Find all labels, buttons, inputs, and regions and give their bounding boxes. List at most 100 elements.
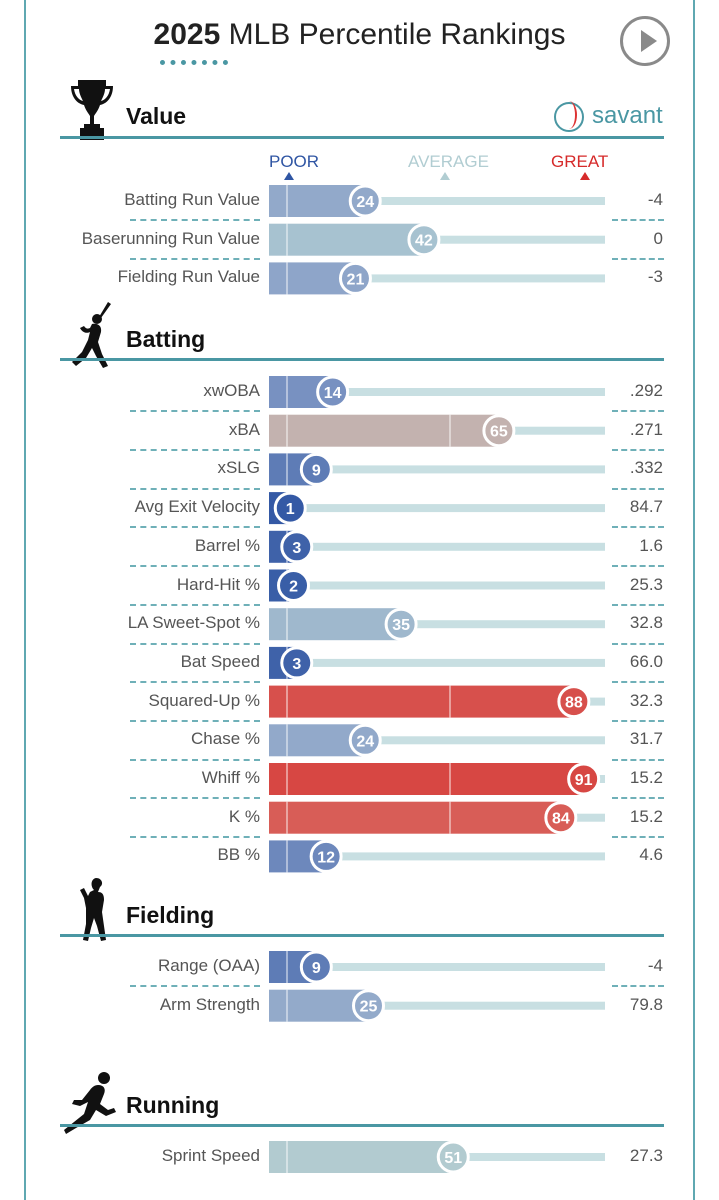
section-title-fielding: Fielding <box>126 902 215 928</box>
metric-label-bb: BB % <box>217 845 260 865</box>
section-divider-value <box>60 136 664 139</box>
bar-baserunning-run-value <box>269 223 424 256</box>
metric-value-la-sweet-spot: 32.8 <box>629 613 663 633</box>
percentile-label-la-sweet-spot: 35 <box>392 617 410 634</box>
metric-label-sprint-speed: Sprint Speed <box>161 1146 260 1165</box>
percentile-marker-barrel <box>280 530 314 564</box>
card-border-right <box>693 0 695 1200</box>
percentile-marker-hard-hit <box>277 569 311 602</box>
row-separator <box>130 985 260 988</box>
bar-whiff <box>269 763 584 795</box>
fielder-icon <box>80 878 106 941</box>
metric-value-baserunning-run-value: 0 <box>653 228 663 248</box>
trophy-icon <box>71 80 113 140</box>
percentile-marker-xslg <box>299 452 333 486</box>
metric-label-fielding-run-value: Fielding Run Value <box>117 267 260 287</box>
track-chase <box>365 736 605 745</box>
percentile-marker-arm-strength <box>352 989 385 1023</box>
track-hard-hit <box>293 581 605 590</box>
track-barrel <box>296 542 605 551</box>
metric-label-chase: Chase % <box>191 729 260 749</box>
row-separator <box>612 487 664 490</box>
row-separator <box>612 836 664 839</box>
row-separator <box>130 565 260 568</box>
bar-sprint-speed <box>269 1141 454 1173</box>
play-button[interactable] <box>620 16 670 66</box>
row-separator <box>612 258 664 261</box>
percentile-label-baserunning-run-value: 42 <box>415 233 433 250</box>
percentile-label-range-oaa: 9 <box>312 960 321 977</box>
row-separator <box>130 526 260 529</box>
section-title-running: Running <box>126 1092 220 1118</box>
batter-icon <box>72 302 111 368</box>
metric-label-xwoba: xwOBA <box>203 381 260 400</box>
track-xba <box>498 426 605 435</box>
row-separator <box>130 449 260 452</box>
metric-label-hard-hit: Hard-Hit % <box>176 574 260 594</box>
percentile-marker-whiff <box>567 762 601 796</box>
metric-value-sprint-speed: 27.3 <box>629 1146 663 1165</box>
row-separator <box>612 985 664 988</box>
percentile-marker-bat-speed <box>280 646 314 680</box>
row-separator <box>130 219 260 222</box>
section-title-value: Value <box>126 103 187 129</box>
row-separator <box>130 836 260 839</box>
baseball-icon <box>554 101 584 132</box>
percentile-marker-fielding-run-value <box>338 261 372 295</box>
track-avg-exit-velocity <box>290 504 605 513</box>
percentile-marker-avg-exit-velocity <box>273 491 307 525</box>
percentile-label-squared-up: 88 <box>565 695 583 712</box>
row-separator <box>612 410 664 413</box>
percentile-marker-sprint-speed <box>436 1140 470 1174</box>
row-separator <box>612 449 664 452</box>
track-bb <box>326 852 605 861</box>
bar-arm-strength <box>269 989 369 1022</box>
percentile-marker-range-oaa <box>299 950 333 984</box>
track-la-sweet-spot <box>401 620 605 629</box>
metric-label-xba: xBA <box>228 419 260 439</box>
title-text: MLB Percentile Rankings <box>220 18 566 51</box>
section-title-batting: Batting <box>126 326 206 352</box>
percentile-label-fielding-run-value: 21 <box>347 271 365 288</box>
metric-value-avg-exit-velocity: 84.7 <box>629 497 663 517</box>
track-xslg <box>316 465 605 474</box>
metric-value-xwoba: .292 <box>629 381 663 400</box>
row-separator <box>612 526 664 529</box>
legend-poor-marker <box>284 172 294 180</box>
percentile-marker-xba <box>482 414 516 448</box>
metric-label-avg-exit-velocity: Avg Exit Velocity <box>134 497 260 517</box>
row-separator <box>130 797 260 800</box>
row-separator <box>612 565 664 568</box>
percentile-label-xslg: 9 <box>312 462 321 479</box>
percentile-marker-k <box>544 801 578 835</box>
bar-xba <box>269 414 499 447</box>
metric-value-hard-hit: 25.3 <box>629 574 663 594</box>
bar-squared-up <box>269 685 574 718</box>
savant-logo-text: savant <box>592 102 663 129</box>
card-border-left <box>24 0 26 1200</box>
legend-average: AVERAGE <box>408 152 489 171</box>
percentile-marker-baserunning-run-value <box>407 223 441 257</box>
track-batting-run-value <box>365 197 605 205</box>
metric-label-xslg: xSLG <box>217 458 260 478</box>
metric-label-baserunning-run-value: Baserunning Run Value <box>81 228 260 248</box>
percentile-label-xba: 65 <box>490 424 508 441</box>
legend-great-marker <box>580 172 590 180</box>
metric-label-batting-run-value: Batting Run Value <box>124 190 260 209</box>
track-sprint-speed <box>453 1153 605 1161</box>
percentile-label-barrel: 3 <box>292 540 301 557</box>
title-underline <box>160 60 228 65</box>
percentile-marker-squared-up <box>557 685 591 719</box>
metric-label-whiff: Whiff % <box>201 768 260 787</box>
track-baserunning-run-value <box>423 235 605 244</box>
bar-k <box>269 801 561 834</box>
row-separator <box>612 719 664 722</box>
row-separator <box>612 797 664 800</box>
percentile-label-avg-exit-velocity: 1 <box>286 501 295 518</box>
metric-label-k: K % <box>228 806 260 826</box>
percentile-label-chase: 24 <box>356 733 374 750</box>
section-divider-running <box>60 1124 664 1127</box>
percentile-label-bat-speed: 3 <box>292 656 301 673</box>
row-separator <box>130 603 260 606</box>
